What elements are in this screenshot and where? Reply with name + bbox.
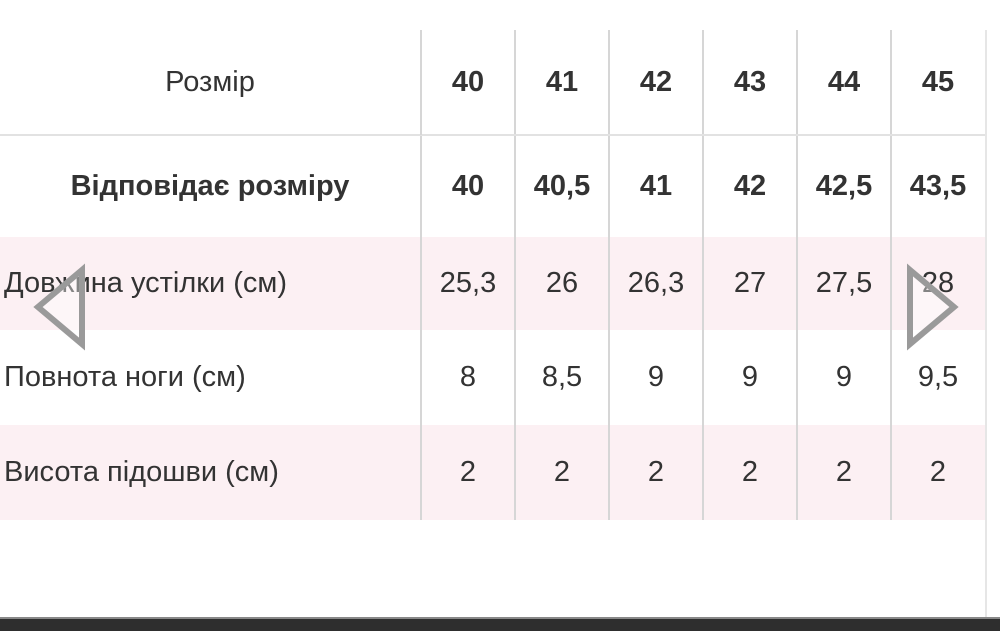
cell: 8 xyxy=(420,330,514,425)
cell: 25,3 xyxy=(420,237,514,330)
cell: 27 xyxy=(702,237,796,330)
cell: 42 xyxy=(702,136,796,237)
cell: 27,5 xyxy=(796,237,890,330)
cell: 26 xyxy=(514,237,608,330)
cell: 9 xyxy=(702,330,796,425)
row-label: Висота підошви (см) xyxy=(4,456,279,488)
triangle-right-icon[interactable] xyxy=(902,262,962,352)
triangle-left-icon[interactable] xyxy=(30,262,90,352)
cell: 9 xyxy=(796,330,890,425)
header-label: Розмір xyxy=(165,66,255,98)
cell: 42,5 xyxy=(796,136,890,237)
cell: 43,5 xyxy=(890,136,984,237)
header-size: 43 xyxy=(702,30,796,135)
cell: 2 xyxy=(890,425,984,520)
cell: 2 xyxy=(608,425,702,520)
header-size: 41 xyxy=(514,30,608,135)
cell: 9,5 xyxy=(890,330,984,425)
cell: 9 xyxy=(608,330,702,425)
cell: 40 xyxy=(420,136,514,237)
header-size: 40 xyxy=(420,30,514,135)
cell: 26,3 xyxy=(608,237,702,330)
header-size: 44 xyxy=(796,30,890,135)
cell: 2 xyxy=(702,425,796,520)
bottom-bar xyxy=(0,617,1000,631)
cell: 41 xyxy=(608,136,702,237)
table-row: Відповідає розміру 40 40,5 41 42 42,5 43… xyxy=(0,136,985,237)
header-size: 42 xyxy=(608,30,702,135)
header-size: 45 xyxy=(890,30,984,135)
table-row: Повнота ноги (см) 8 8,5 9 9 9 9,5 xyxy=(0,330,985,425)
row-label: Повнота ноги (см) xyxy=(4,361,246,393)
table-right-border xyxy=(985,30,987,620)
cell: 40,5 xyxy=(514,136,608,237)
table-row: Довжина устілки (см) 25,3 26 26,3 27 27,… xyxy=(0,237,985,330)
cell: 2 xyxy=(420,425,514,520)
header-row: Розмір 40 41 42 43 44 45 xyxy=(0,30,985,135)
divider xyxy=(0,134,985,136)
cell: 2 xyxy=(796,425,890,520)
row-label: Відповідає розміру xyxy=(70,170,350,202)
cell: 2 xyxy=(514,425,608,520)
table-row: Висота підошви (см) 2 2 2 2 2 2 xyxy=(0,425,985,520)
cell: 8,5 xyxy=(514,330,608,425)
